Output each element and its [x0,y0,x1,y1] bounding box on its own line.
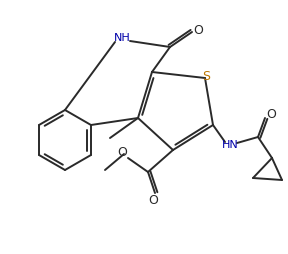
Text: O: O [148,195,158,208]
Text: HN: HN [222,140,238,150]
Text: O: O [117,146,127,158]
Text: S: S [202,70,210,83]
Text: NH: NH [114,33,130,43]
Text: O: O [266,107,276,120]
Text: O: O [193,24,203,37]
